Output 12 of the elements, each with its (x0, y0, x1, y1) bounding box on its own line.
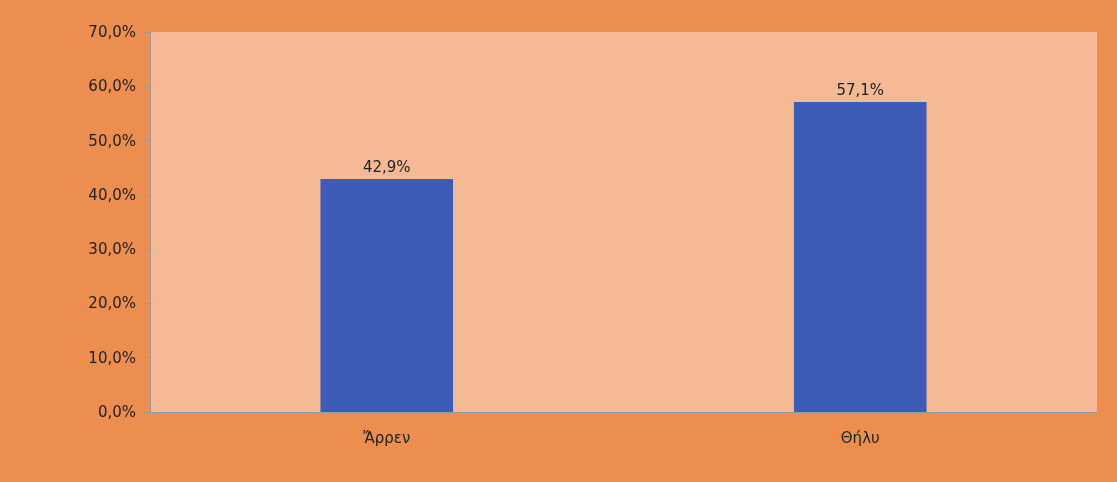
y-tick-label: 30,0% (88, 240, 136, 259)
y-tick-label: 0,0% (97, 403, 136, 421)
y-tick-label: 40,0% (88, 185, 136, 204)
x-tick-label: Θήλυ (840, 428, 880, 447)
y-tick-label: 10,0% (88, 348, 136, 367)
y-tick-label: 20,0% (88, 294, 136, 313)
y-tick-label: 60,0% (88, 77, 136, 96)
data-label: 42,9% (362, 157, 411, 176)
data-label: 57,1% (836, 80, 885, 99)
x-tick-label: Ἄρρεν (363, 428, 411, 447)
y-tick-label: 70,0% (88, 23, 136, 41)
y-tick-label: 50,0% (88, 131, 136, 150)
